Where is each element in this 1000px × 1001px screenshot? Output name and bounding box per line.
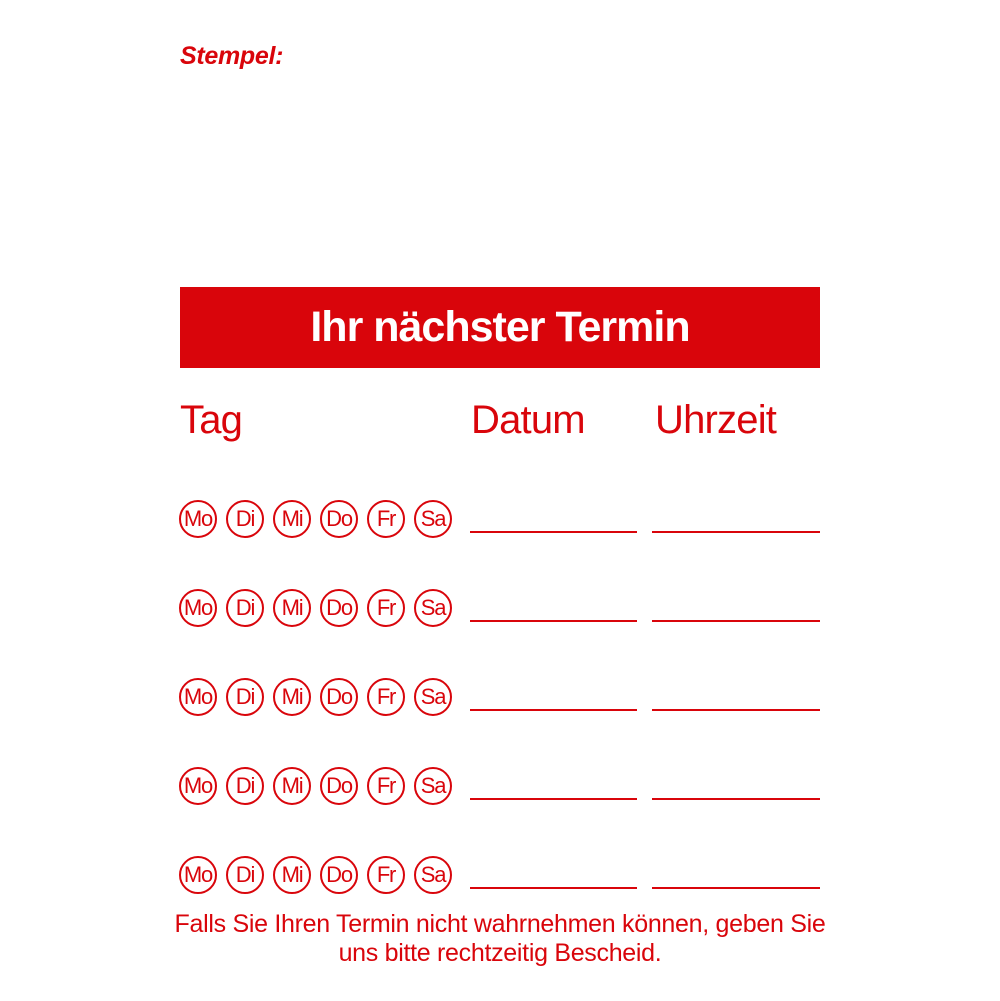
day-options: Mo Di Mi Do Fr Sa xyxy=(179,500,452,538)
time-blank-field[interactable] xyxy=(652,709,820,711)
day-circle-sa[interactable]: Sa xyxy=(414,678,452,716)
day-circle-fr[interactable]: Fr xyxy=(367,767,405,805)
day-options: Mo Di Mi Do Fr Sa xyxy=(179,589,452,627)
day-circle-do[interactable]: Do xyxy=(320,500,358,538)
day-circle-fr[interactable]: Fr xyxy=(367,678,405,716)
day-circle-do[interactable]: Do xyxy=(320,856,358,894)
day-circle-mi[interactable]: Mi xyxy=(273,500,311,538)
day-circle-sa[interactable]: Sa xyxy=(414,767,452,805)
day-circle-mi[interactable]: Mi xyxy=(273,767,311,805)
day-circle-mi[interactable]: Mi xyxy=(273,678,311,716)
day-circle-mi[interactable]: Mi xyxy=(273,589,311,627)
appointment-row: Mo Di Mi Do Fr Sa xyxy=(179,589,821,629)
day-circle-sa[interactable]: Sa xyxy=(414,500,452,538)
time-blank-field[interactable] xyxy=(652,798,820,800)
day-circle-fr[interactable]: Fr xyxy=(367,500,405,538)
title-banner: Ihr nächster Termin xyxy=(180,287,820,368)
date-blank-field[interactable] xyxy=(470,709,637,711)
appointment-row: Mo Di Mi Do Fr Sa xyxy=(179,500,821,540)
day-options: Mo Di Mi Do Fr Sa xyxy=(179,856,452,894)
day-circle-di[interactable]: Di xyxy=(226,767,264,805)
day-circle-mo[interactable]: Mo xyxy=(179,767,217,805)
day-circle-mo[interactable]: Mo xyxy=(179,500,217,538)
day-circle-mo[interactable]: Mo xyxy=(179,589,217,627)
day-circle-mo[interactable]: Mo xyxy=(179,856,217,894)
stamp-label: Stempel: xyxy=(180,42,284,70)
column-header-date: Datum xyxy=(471,398,586,442)
time-blank-field[interactable] xyxy=(652,620,820,622)
day-options: Mo Di Mi Do Fr Sa xyxy=(179,678,452,716)
column-header-time: Uhrzeit xyxy=(655,398,777,442)
column-header-day: Tag xyxy=(180,398,243,442)
footer-note-line1: Falls Sie Ihren Termin nicht wahrnehmen … xyxy=(174,910,826,938)
day-circle-do[interactable]: Do xyxy=(320,767,358,805)
day-options: Mo Di Mi Do Fr Sa xyxy=(179,767,452,805)
appointment-row: Mo Di Mi Do Fr Sa xyxy=(179,767,821,807)
day-circle-mi[interactable]: Mi xyxy=(273,856,311,894)
day-circle-di[interactable]: Di xyxy=(226,500,264,538)
day-circle-fr[interactable]: Fr xyxy=(367,589,405,627)
time-blank-field[interactable] xyxy=(652,887,820,889)
day-circle-di[interactable]: Di xyxy=(226,589,264,627)
footer-note: Falls Sie Ihren Termin nicht wahrnehmen … xyxy=(0,910,1000,968)
day-circle-sa[interactable]: Sa xyxy=(414,589,452,627)
appointment-row: Mo Di Mi Do Fr Sa xyxy=(179,678,821,718)
day-circle-do[interactable]: Do xyxy=(320,678,358,716)
day-circle-di[interactable]: Di xyxy=(226,678,264,716)
day-circle-di[interactable]: Di xyxy=(226,856,264,894)
date-blank-field[interactable] xyxy=(470,620,637,622)
footer-note-line2: uns bitte rechtzeitig Bescheid. xyxy=(338,939,662,967)
appointment-row: Mo Di Mi Do Fr Sa xyxy=(179,856,821,896)
date-blank-field[interactable] xyxy=(470,887,637,889)
date-blank-field[interactable] xyxy=(470,798,637,800)
page-title: Ihr nächster Termin xyxy=(310,303,690,351)
day-circle-do[interactable]: Do xyxy=(320,589,358,627)
date-blank-field[interactable] xyxy=(470,531,637,533)
day-circle-sa[interactable]: Sa xyxy=(414,856,452,894)
time-blank-field[interactable] xyxy=(652,531,820,533)
day-circle-fr[interactable]: Fr xyxy=(367,856,405,894)
day-circle-mo[interactable]: Mo xyxy=(179,678,217,716)
